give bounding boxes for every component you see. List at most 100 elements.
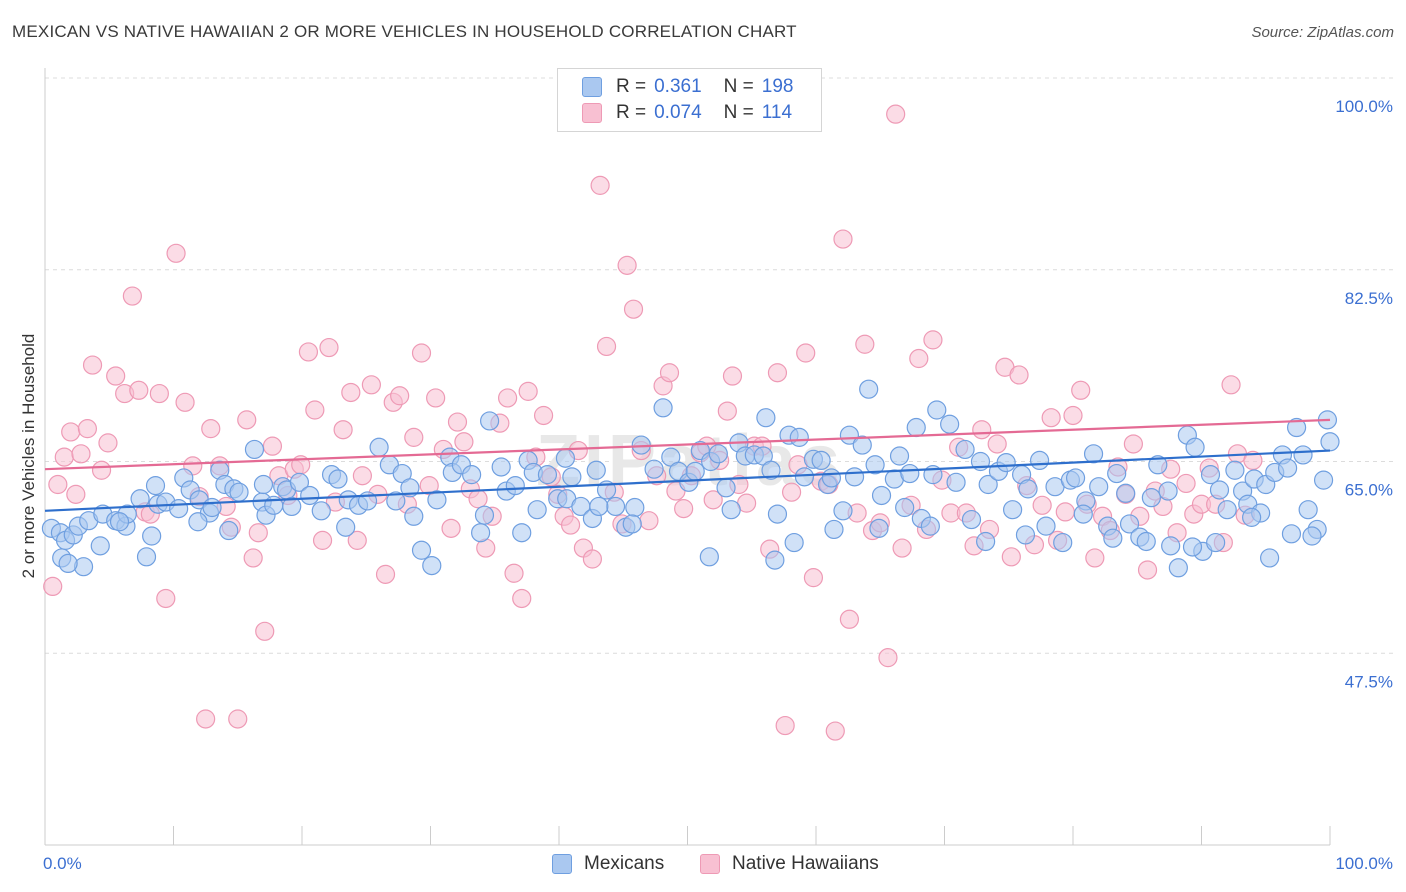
native-hawaiian-point: [781, 482, 802, 502]
native-hawaiian-point: [129, 380, 149, 400]
native-hawaiian-point: [319, 337, 339, 358]
native-hawaiian-point: [639, 511, 659, 531]
mexican-point: [480, 411, 500, 431]
series-mexicans: [41, 379, 1340, 578]
mexican-point: [1089, 477, 1109, 497]
legend-n-label: N =: [723, 102, 754, 123]
native-hawaiian-point: [166, 243, 186, 263]
legend-row-mexicans: R = 0.361 N = 198: [582, 75, 793, 99]
mexican-point: [1073, 504, 1093, 524]
x-tick-label: 100.0%: [1335, 854, 1393, 873]
native-hawaiian-point: [886, 104, 906, 124]
legend-r-label: R =: [616, 102, 647, 123]
mexican-point: [906, 417, 926, 438]
native-hawaiian-point: [1243, 450, 1263, 471]
mexican-point: [789, 427, 809, 447]
mexican-point: [653, 398, 673, 418]
tick-label-layer: 47.5% 65.0% 82.5% 100.0% 0.0% 100.0%: [43, 97, 1393, 873]
y-tick-label: 65.0%: [1345, 481, 1393, 500]
mexican-point: [946, 472, 966, 492]
mexican-point: [253, 474, 274, 495]
native-hawaiian-point: [454, 432, 474, 452]
native-hawaiian-point: [228, 709, 248, 729]
native-hawaiian-point: [262, 436, 283, 456]
chart-source: Source: ZipAtlas.com: [1251, 24, 1394, 41]
mexican-point: [699, 547, 719, 567]
native-hawaiian-point: [404, 427, 424, 447]
mexican-point: [784, 532, 804, 553]
trend-layer: [44, 418, 1331, 512]
mexican-point: [889, 446, 910, 466]
native-hawaiian-point: [972, 420, 992, 440]
mexican-point: [1136, 531, 1156, 552]
mexican-point: [1015, 525, 1036, 545]
mexican-point: [955, 439, 975, 460]
mexican-point: [1107, 463, 1127, 484]
mexican-point: [869, 518, 889, 538]
legend-swatch-pink: [582, 103, 602, 123]
native-hawaiian-point: [347, 530, 367, 550]
native-hawaiian-point: [518, 381, 538, 401]
mexican-point: [300, 485, 320, 506]
mexican-point: [289, 472, 310, 492]
native-hawaiian-point: [703, 490, 723, 510]
native-hawaiian-point: [71, 444, 91, 464]
mexican-point: [73, 557, 94, 577]
mexican-point: [1217, 500, 1237, 520]
mexican-point: [927, 400, 947, 420]
mexican-point: [58, 553, 78, 574]
mexican-point: [555, 448, 576, 468]
native-hawaiian-point: [341, 382, 361, 403]
native-hawaiian-point: [892, 538, 912, 558]
mexican-point: [920, 516, 940, 536]
legend-n-value: 198: [761, 76, 794, 97]
mexican-point: [1182, 537, 1203, 557]
native-hawaiian-point: [106, 366, 126, 386]
mexican-point: [978, 474, 998, 495]
mexican-point: [761, 460, 781, 480]
native-hawaiian-point: [237, 410, 257, 430]
mexican-point: [411, 540, 432, 560]
native-hawaiian-point: [722, 366, 743, 386]
native-hawaiian-point: [1001, 547, 1021, 567]
native-hawaiian-point: [1085, 548, 1105, 568]
mexican-point: [328, 469, 348, 489]
native-hawaiian-point: [298, 342, 319, 362]
x-tick-label: 0.0%: [43, 854, 82, 873]
mexican-point: [644, 459, 664, 479]
mexican-point: [708, 444, 728, 464]
mexican-point: [1277, 458, 1298, 478]
mexican-point: [811, 450, 831, 471]
native-hawaiian-point: [1063, 405, 1083, 426]
native-hawaiian-point: [468, 489, 488, 509]
legend-swatch-blue: [552, 854, 572, 874]
mexican-point: [589, 496, 609, 517]
y-tick-label: 100.0%: [1335, 97, 1393, 116]
mexican-point: [386, 491, 406, 511]
native-hawaiians-trend-line: [44, 418, 1331, 471]
native-hawaiian-point: [82, 355, 103, 375]
mexican-point: [1036, 516, 1056, 536]
y-tick-label: 47.5%: [1345, 672, 1393, 691]
native-hawaiian-point: [590, 175, 610, 195]
native-hawaiian-point: [361, 375, 381, 395]
native-hawaiian-point: [255, 621, 275, 641]
native-hawaiian-point: [533, 405, 554, 426]
mexican-point: [1116, 483, 1136, 503]
mexican-point: [1103, 528, 1123, 548]
y-tick-label: 82.5%: [1345, 289, 1393, 308]
mexican-point: [716, 478, 736, 498]
mexican-point: [537, 465, 558, 485]
legend-swatch-blue: [582, 77, 602, 97]
native-hawaiian-point: [674, 499, 694, 519]
mexican-point: [859, 379, 879, 399]
mexican-point: [109, 512, 130, 532]
mexican-point: [1225, 460, 1245, 480]
mexican-point: [1286, 417, 1307, 438]
mexican-point: [562, 467, 582, 487]
native-hawaiian-point: [1009, 365, 1029, 385]
mexican-point: [1298, 500, 1318, 520]
mexican-point: [1141, 488, 1161, 508]
axis-layer: [44, 68, 1331, 846]
mexican-point: [145, 476, 166, 496]
